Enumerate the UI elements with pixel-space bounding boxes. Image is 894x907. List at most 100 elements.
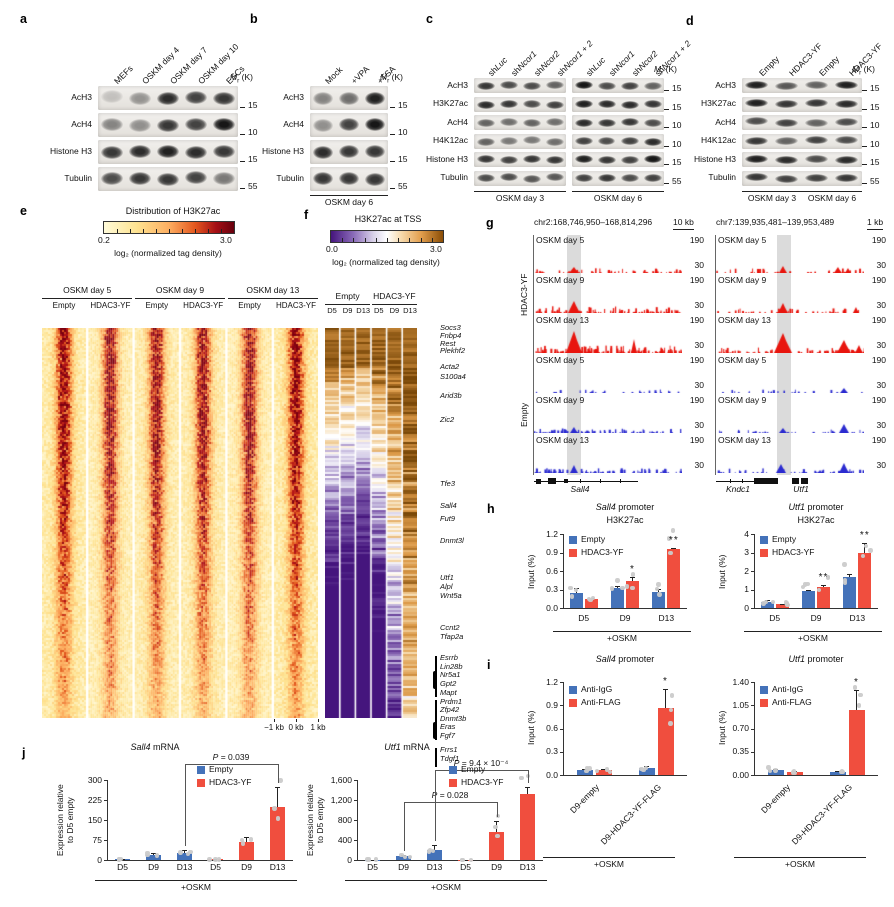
y-tick-label: 0 (347, 854, 352, 865)
track-label: OSKM day 5 (536, 235, 585, 245)
heatmap-f-gene-label: Fgf7 (440, 730, 456, 740)
heatmap-f-subcol-label: D5 (327, 306, 337, 315)
colorbar-tick (409, 238, 411, 242)
blot-band (835, 100, 859, 109)
data-point-dot (784, 601, 790, 606)
blot-band (643, 154, 662, 163)
blot-band (364, 117, 386, 132)
gene-intron-tick (730, 479, 731, 483)
blot-band (620, 82, 639, 91)
browser-right-scalebar: 1 kb (867, 217, 884, 230)
blot-band (128, 119, 152, 133)
data-point-dot (495, 833, 500, 839)
bar (667, 549, 681, 608)
data-point-dot (595, 768, 600, 774)
data-point-dot (373, 857, 379, 862)
y-tick (104, 780, 107, 781)
legend-swatch (449, 779, 457, 787)
y-tick (751, 608, 754, 609)
data-point-dot (278, 778, 283, 783)
blot-box (742, 170, 862, 186)
y-tick (560, 751, 563, 753)
error-bar (277, 787, 278, 807)
data-point-dot (584, 768, 589, 774)
blot-band (835, 80, 859, 90)
gene-line (716, 481, 778, 482)
y-tick (560, 589, 563, 591)
category-label: D9-empty (758, 782, 793, 816)
bar (817, 586, 830, 608)
data-point-dot (426, 849, 432, 854)
data-point-dot (207, 857, 212, 862)
blot-band (620, 118, 639, 127)
data-point-dot (842, 562, 847, 567)
bar (146, 854, 161, 860)
y-tick (560, 682, 563, 683)
x-axis (107, 860, 293, 861)
browser-left-scalebar: 10 kb (673, 217, 694, 230)
heatmap-f-group-line (371, 304, 417, 305)
blot-band (212, 91, 236, 105)
track-signal-canvas (534, 287, 682, 313)
data-point-dot (186, 851, 191, 856)
data-point-dot (842, 580, 848, 585)
y-tick (751, 775, 754, 776)
heatmap-e-xtick (274, 719, 275, 722)
y-tick-label: 0.00 (732, 769, 749, 780)
blot-band (745, 117, 769, 126)
colorbar-f (330, 230, 444, 243)
blot-band (574, 119, 593, 128)
data-point-dot (630, 585, 635, 590)
y-tick-label: 1.2 (546, 528, 558, 539)
y-tick-label: 3 (744, 547, 749, 557)
blot-band (643, 81, 662, 91)
bar (829, 771, 846, 775)
x-axis (754, 775, 878, 776)
x-axis (357, 860, 543, 861)
legend-label: Anti-FLAG (581, 697, 621, 707)
error-bar-cap (779, 603, 785, 605)
error-bar (184, 850, 185, 853)
data-point-dot (468, 857, 474, 862)
heatmap-f-gene-label: Rest (440, 338, 456, 348)
colorbar-e-max: 3.0 (220, 235, 232, 245)
lane-label: shLuc (485, 54, 509, 79)
data-point-dot (216, 857, 221, 862)
blot-box (98, 167, 238, 191)
error-bar (665, 688, 666, 709)
category-label: D9 (398, 862, 409, 872)
xgroup-line (345, 880, 547, 881)
data-point-dot (858, 692, 863, 698)
blot-row-label: AcH4 (447, 116, 468, 127)
blot-band (100, 117, 123, 131)
category-label: D9 (491, 862, 502, 872)
data-point-dot (117, 857, 122, 862)
track-label: OSKM day 9 (718, 275, 767, 285)
y-tick-label: 0.9 (546, 699, 558, 710)
blot-band (620, 155, 639, 165)
blot-band (574, 99, 593, 109)
error-bar-cap (275, 787, 280, 789)
blot-band (775, 155, 799, 165)
error-bar-cap (601, 768, 606, 770)
blot-band (212, 117, 236, 132)
mr-value: 15 (398, 154, 408, 164)
blot-band (835, 117, 859, 127)
caption: OSKM day 6 (324, 197, 374, 207)
y-tick-label: 0.35 (732, 746, 749, 757)
blot-band (805, 136, 829, 145)
track-label: OSKM day 5 (536, 355, 585, 365)
caption: OSKM day 6 (593, 193, 643, 203)
panel-letter-f: f (304, 208, 309, 222)
panel-letter-g: g (486, 216, 494, 230)
blot-row-label: AcH4 (715, 116, 736, 127)
blot-band (499, 137, 518, 146)
y-tick (354, 800, 357, 801)
blot-band (312, 145, 334, 159)
xgroup-label: +OSKM (798, 633, 828, 643)
y-tick-label: 0.0 (546, 602, 558, 613)
blot-band (805, 80, 829, 90)
gene-label: Kndc1 (725, 484, 751, 494)
gene-label: Utf1 (793, 484, 809, 494)
